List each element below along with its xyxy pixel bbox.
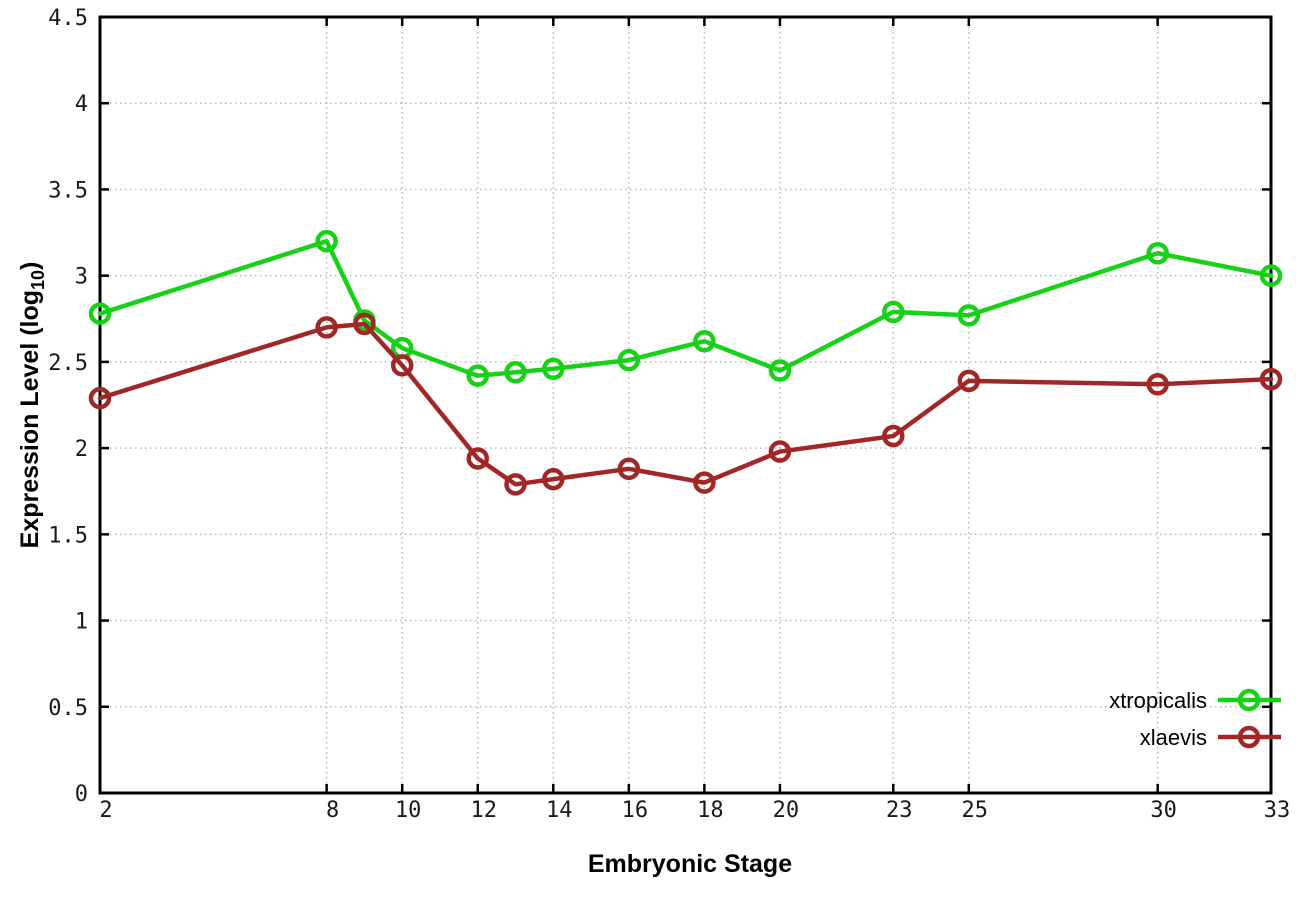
data-point-xlaevis-stage-10 — [390, 354, 414, 377]
data-point-xtropicalis-stage-14 — [542, 357, 565, 381]
data-point-xlaevis-stage-9 — [353, 312, 376, 336]
grid-layer — [100, 17, 1271, 793]
x-tick-label: 8 — [326, 798, 339, 823]
x-tick-label: 12 — [470, 798, 497, 823]
data-point-xtropicalis-stage-2 — [88, 302, 112, 325]
plot-border — [98, 15, 1273, 795]
legend: xtropicalis xlaevis — [1109, 688, 1281, 750]
data-point-xtropicalis-stage-8 — [315, 229, 338, 253]
data-point-xlaevis-stage-14 — [542, 467, 565, 491]
data-point-xlaevis-stage-2 — [88, 386, 112, 410]
y-axis-title: Expression Level (log10) — [16, 262, 48, 549]
data-point-xtropicalis-stage-33 — [1259, 264, 1283, 287]
x-tick-label: 25 — [962, 798, 989, 823]
data-point-xtropicalis-stage-20 — [768, 359, 792, 382]
data-point-xtropicalis-stage-13 — [504, 360, 527, 384]
data-point-xlaevis-stage-25 — [957, 369, 981, 393]
y-tick-label: 4 — [75, 92, 88, 117]
x-tick-label: 16 — [622, 798, 649, 823]
data-point-xlaevis-stage-30 — [1146, 373, 1169, 396]
legend-label-xtropicalis: xtropicalis — [1109, 688, 1207, 713]
y-tick-label: 0.5 — [48, 696, 88, 721]
x-tick-label: 18 — [697, 798, 724, 823]
data-point-xlaevis-stage-16 — [617, 457, 641, 481]
data-point-xlaevis-stage-33 — [1259, 367, 1283, 391]
y-tick-label: 1.5 — [48, 523, 88, 548]
data-point-xtropicalis-stage-23 — [882, 300, 905, 324]
data-point-xlaevis-stage-8 — [315, 316, 338, 339]
tick-label-layer: 2 8 10 12 14 16 18 20 23 25 30 33 0 0.5 1 1.5 2 2.5 3 3.5 4 4… — [48, 6, 1290, 823]
x-tick-label: 10 — [395, 798, 422, 823]
data-point-xlaevis-stage-13 — [504, 473, 527, 496]
series-line-xtropicalis — [97, 238, 1274, 378]
x-tick-label: 30 — [1150, 798, 1177, 823]
tick-layer — [98, 15, 1273, 795]
data-point-xtropicalis-stage-16 — [617, 348, 641, 372]
data-point-xtropicalis-stage-30 — [1146, 241, 1169, 265]
x-axis-title: Embryonic Stage — [588, 850, 792, 878]
legend-sample-marker-xtropicalis — [1237, 688, 1261, 712]
data-point-xtropicalis-stage-18 — [693, 329, 716, 353]
x-tick-label: 14 — [546, 798, 573, 823]
x-tick-label: 2 — [99, 798, 112, 823]
y-tick-label: 2.5 — [48, 351, 88, 376]
data-point-xlaevis-stage-18 — [693, 471, 716, 494]
legend-item-xtropicalis: xtropicalis — [1109, 688, 1281, 713]
y-tick-label: 3 — [75, 265, 88, 290]
series-layer — [88, 229, 1283, 496]
data-point-xtropicalis-stage-12 — [466, 364, 489, 387]
y-tick-label: 1 — [75, 610, 88, 635]
x-tick-label: 33 — [1264, 798, 1291, 823]
y-tick-label: 4.5 — [48, 6, 88, 31]
x-tick-label: 20 — [773, 798, 800, 823]
x-tick-label: 23 — [886, 798, 913, 823]
legend-item-xlaevis: xlaevis — [1140, 725, 1281, 750]
legend-label-xlaevis: xlaevis — [1140, 725, 1207, 750]
data-point-xlaevis-stage-20 — [768, 440, 792, 463]
data-point-xtropicalis-stage-25 — [957, 304, 981, 327]
y-tick-label: 3.5 — [48, 178, 88, 203]
data-point-xlaevis-stage-12 — [466, 447, 489, 470]
legend-sample-marker-xlaevis — [1237, 725, 1261, 749]
data-point-xlaevis-stage-23 — [882, 424, 905, 448]
y-tick-label: 2 — [75, 437, 88, 462]
y-tick-label: 0 — [75, 782, 88, 807]
